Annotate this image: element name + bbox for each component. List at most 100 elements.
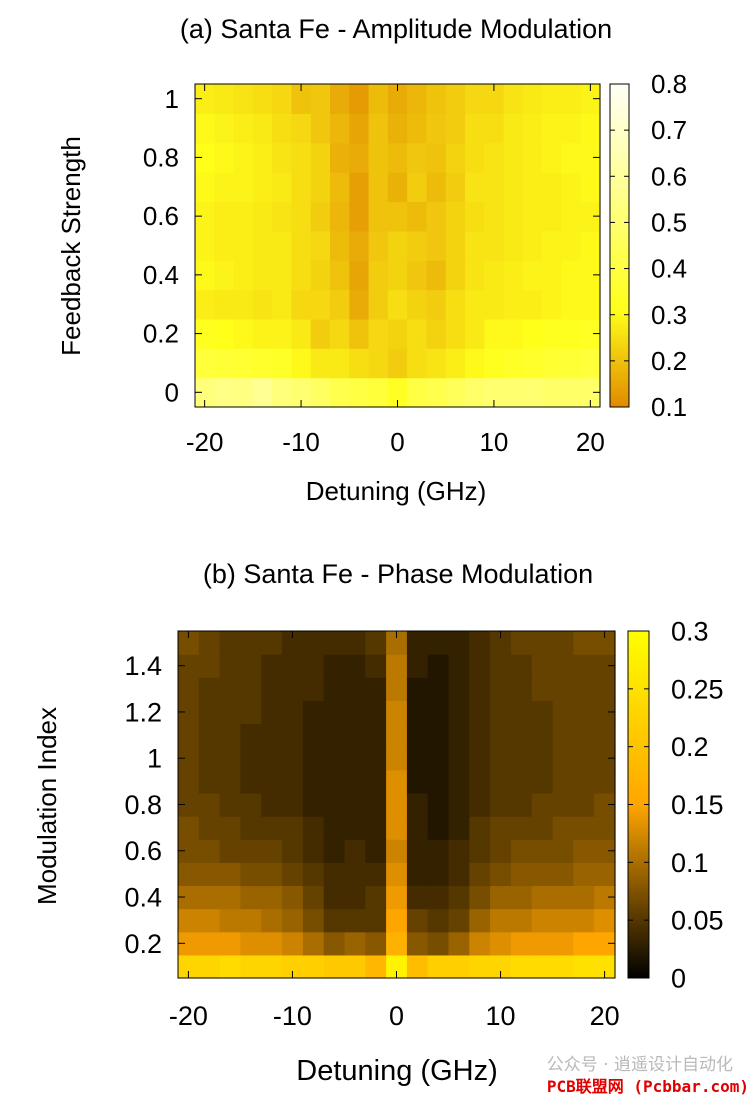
heatmap-cell	[365, 839, 387, 863]
heatmap-cell	[469, 839, 491, 863]
y-tick-label: 0.6	[124, 836, 162, 866]
heatmap-cell	[386, 631, 408, 655]
heatmap-cell	[407, 348, 428, 379]
heatmap-cell	[510, 723, 533, 748]
heatmap-cell	[445, 172, 466, 203]
heatmap-cell	[330, 230, 350, 261]
heatmap-cell	[448, 792, 470, 817]
heatmap-cell	[261, 700, 283, 725]
heatmap-cell	[323, 954, 346, 979]
heatmap-cell	[387, 201, 408, 232]
colorbar-tick-label: 0.15	[671, 790, 724, 820]
heatmap-cell	[387, 230, 408, 261]
heatmap-cell	[219, 700, 242, 725]
heatmap-cell	[323, 631, 346, 655]
heatmap-cell	[445, 260, 466, 291]
heatmap-cell	[240, 631, 262, 655]
heatmap-cell	[469, 654, 491, 678]
heatmap-cell	[573, 677, 595, 701]
heatmap-cell	[282, 954, 304, 979]
heatmap-cell	[427, 954, 450, 979]
heatmap-cell	[310, 377, 331, 408]
heatmap-cell	[219, 931, 242, 956]
heatmap-cell	[531, 723, 554, 748]
heatmap-cell	[178, 677, 200, 701]
heatmap-cell	[465, 260, 485, 291]
y-tick-label: 0.8	[143, 143, 179, 173]
heatmap-cell	[195, 230, 215, 261]
heatmap-cell	[573, 839, 595, 863]
colorbar-tick-label: 0.4	[651, 254, 687, 284]
heatmap-cell	[503, 113, 524, 144]
heatmap-cell	[365, 954, 387, 979]
heatmap-cell	[240, 816, 262, 840]
heatmap-cell	[240, 700, 262, 725]
heatmap-cell	[542, 289, 563, 320]
heatmap-cell	[272, 377, 293, 408]
heatmap-cell	[510, 816, 533, 840]
heatmap-cell	[386, 839, 408, 863]
heatmap-cell	[219, 677, 242, 701]
heatmap-cell	[178, 700, 200, 725]
x-tick-label: -20	[186, 427, 224, 457]
heatmap-cell	[195, 172, 215, 203]
heatmap-cell	[448, 816, 470, 840]
heatmap-cell	[427, 700, 450, 725]
heatmap-cell	[291, 260, 312, 291]
heatmap-cell	[490, 908, 512, 933]
heatmap-cell	[195, 348, 215, 379]
heatmap-cell	[178, 816, 200, 840]
heatmap-cell	[445, 142, 466, 173]
heatmap-cell	[302, 954, 325, 979]
heatmap-cell	[573, 654, 595, 678]
heatmap-cell	[469, 631, 491, 655]
heatmap-cell	[387, 289, 408, 320]
heatmap-cell	[291, 318, 312, 349]
heatmap-cell	[195, 84, 215, 114]
heatmap-cell	[561, 201, 582, 232]
heatmap-cell	[552, 792, 574, 817]
heatmap-cell	[240, 654, 262, 678]
heatmap-cell	[344, 885, 366, 910]
heatmap-cell	[198, 723, 221, 748]
heatmap-cell	[531, 908, 554, 933]
heatmap-cell	[552, 700, 574, 725]
y-tick-label: 0.4	[143, 260, 179, 290]
heatmap-cell	[552, 631, 574, 655]
heatmap-cell	[426, 318, 447, 349]
heatmap-cell	[542, 201, 563, 232]
heatmap-cell	[490, 885, 512, 910]
heatmap-cell	[233, 260, 254, 291]
heatmap-cell	[291, 230, 312, 261]
x-tick-label: -10	[273, 1001, 312, 1031]
heatmap-cell	[198, 816, 221, 840]
heatmap-cell	[233, 348, 254, 379]
heatmap-cell	[448, 769, 470, 794]
heatmap-cell	[552, 746, 574, 771]
heatmap-cell	[465, 84, 485, 114]
heatmap-cell	[344, 723, 366, 748]
heatmap-cell	[561, 260, 582, 291]
heatmap-cell	[386, 862, 408, 887]
heatmap-cell	[387, 172, 408, 203]
colorbar-ticks: 0 0.05 0.1 0.15 0.2 0.25 0.3	[628, 616, 724, 993]
heatmap-cell	[427, 908, 450, 933]
heatmap-cell	[272, 142, 293, 173]
heatmap-cell	[323, 931, 346, 956]
heatmap-cell	[510, 862, 533, 887]
heatmap-cell	[522, 377, 543, 408]
heatmap-cell	[323, 839, 346, 863]
heatmap-cell	[219, 654, 242, 678]
heatmap-cell	[323, 700, 346, 725]
heatmap-cell	[465, 348, 485, 379]
heatmap-cell	[427, 631, 450, 655]
heatmap-cell	[349, 348, 370, 379]
heatmap-cell	[386, 885, 408, 910]
heatmap-cell	[198, 746, 221, 771]
heatmap-cell	[214, 318, 235, 349]
heatmap-cell	[387, 113, 408, 144]
heatmap-cell	[510, 769, 533, 794]
heatmap-cell	[386, 700, 408, 725]
heatmap-cell	[214, 289, 235, 320]
heatmap-cell	[573, 700, 595, 725]
